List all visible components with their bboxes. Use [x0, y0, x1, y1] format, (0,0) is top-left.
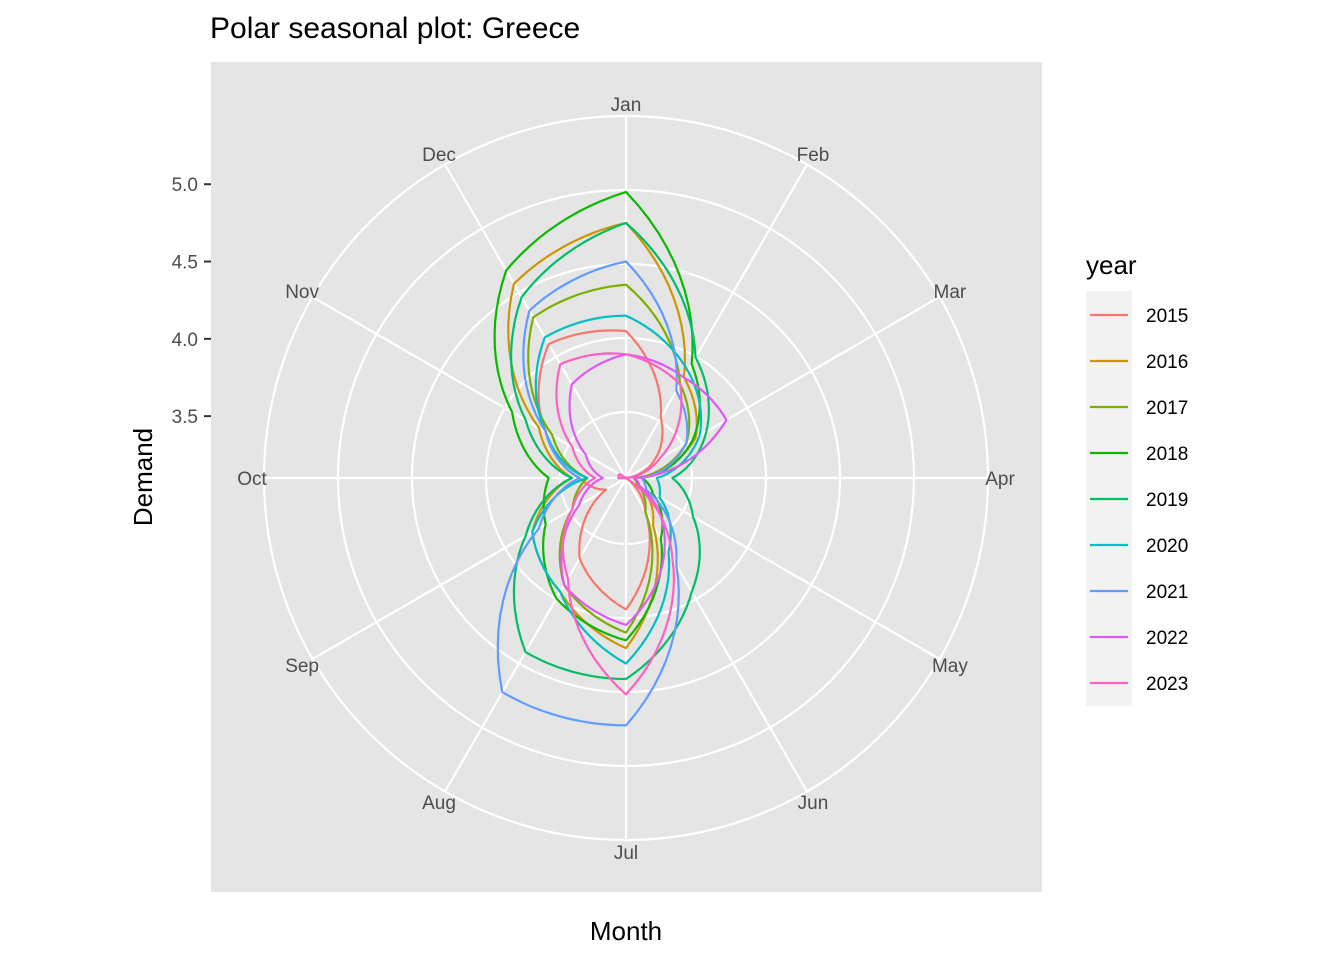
legend-title: year: [1086, 250, 1137, 280]
month-label: Aug: [422, 793, 456, 814]
y-tick-label: 5.0: [172, 175, 198, 196]
legend-label-2020: 2020: [1146, 536, 1188, 557]
series-line-2021: [496, 260, 689, 727]
month-label: May: [932, 656, 968, 677]
series-line-2023: [555, 352, 683, 696]
grid-spoke: [625, 163, 808, 479]
month-label: Dec: [422, 145, 456, 166]
y-tick-label: 4.5: [172, 253, 198, 274]
legend-label-2016: 2016: [1146, 352, 1188, 373]
month-label: Apr: [985, 469, 1015, 490]
grid-spoke: [625, 477, 941, 660]
grid-spoke: [444, 163, 627, 479]
legend-label-2019: 2019: [1146, 490, 1188, 511]
series-lines: [493, 190, 728, 727]
month-label: Jun: [798, 793, 829, 814]
month-label: Jan: [611, 95, 642, 116]
month-label: Feb: [797, 145, 830, 166]
month-label: Jul: [614, 843, 638, 864]
y-tick-label: 3.5: [172, 407, 198, 428]
series-line-2016: [507, 221, 698, 650]
legend-label-2021: 2021: [1146, 582, 1188, 603]
y-tick-label: 4.0: [172, 330, 198, 351]
month-label: Nov: [285, 282, 319, 303]
series-line-2022: [560, 353, 728, 627]
grid-spoke: [625, 296, 941, 479]
grid-spoke: [625, 477, 808, 793]
legend-label-2018: 2018: [1146, 444, 1188, 465]
legend: year 2015 2016 2017 2018 2019 2020 2021 2022 202…: [1086, 250, 1188, 706]
y-axis-title: Demand: [128, 428, 158, 526]
legend-label-2023: 2023: [1146, 674, 1188, 695]
x-axis-title: Month: [590, 916, 662, 946]
y-axis-ticks: 3.5 4.0 4.5 5.0: [172, 175, 211, 428]
grid-spoke: [444, 477, 627, 793]
polar-grid: [262, 114, 990, 842]
month-label: Mar: [934, 282, 967, 303]
legend-label-2015: 2015: [1146, 306, 1188, 327]
legend-label-2017: 2017: [1146, 398, 1188, 419]
month-label: Oct: [237, 469, 267, 490]
legend-label-2022: 2022: [1146, 628, 1188, 649]
month-label: Sep: [285, 656, 319, 677]
chart-title: Polar seasonal plot: Greece: [210, 12, 580, 45]
series-line-2018: [493, 190, 701, 642]
month-labels: Jan Feb Mar Apr May Jun Jul Aug Sep Oct Nov Dec: [237, 95, 1015, 864]
series-line-2019: [510, 221, 711, 681]
